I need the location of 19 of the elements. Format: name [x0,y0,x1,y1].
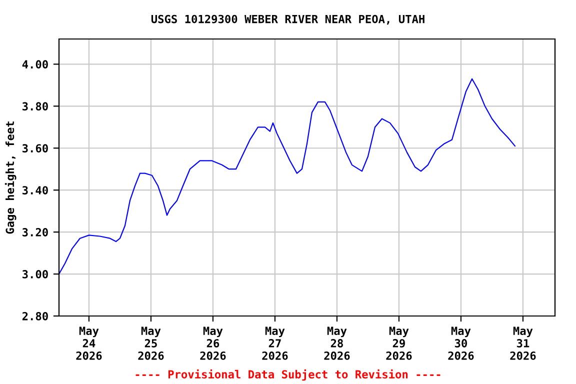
x-tick-label: May 27 2026 [262,326,288,360]
y-tick-label: 3.80 [22,102,48,111]
y-axis-title: Gage height, feet [4,122,16,234]
y-tick-label: 3.40 [22,186,48,194]
x-tick-label: May 30 2026 [448,326,474,360]
y-tick-label: 4.00 [22,60,48,69]
x-tick-label: May 24 2026 [76,326,102,360]
chart-title: USGS 10129300 WEBER RIVER NEAR PEOA, UTAH [151,14,424,25]
x-tick-label: May 29 2026 [386,326,412,360]
x-tick-label: May 25 2026 [138,326,164,360]
line-series [59,78,516,275]
x-tick-label: May 31 2026 [510,326,536,360]
y-tick-label: 3.60 [22,144,48,153]
y-tick-label: 3.00 [22,270,48,278]
x-tick-label: May 26 2026 [200,326,226,360]
y-tick-label: 3.20 [22,228,48,236]
x-tick-label: May 28 2026 [324,326,350,360]
y-tick-label: 2.80 [22,312,48,320]
text: ---- Provisional Data Subject to Revision ---- [136,369,440,381]
